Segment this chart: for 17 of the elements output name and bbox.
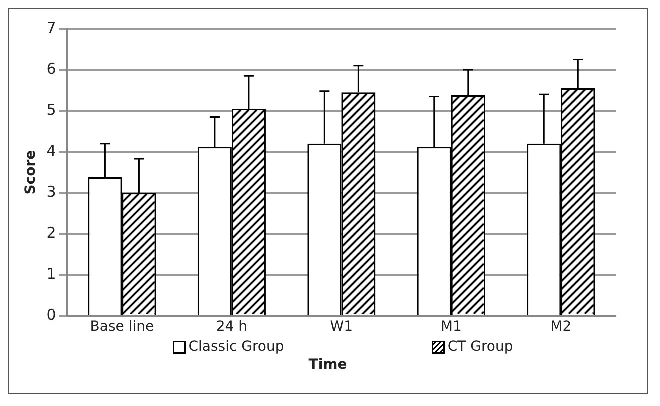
x-tick-label: M2 <box>550 319 572 336</box>
y-tick-label: 4 <box>46 142 56 160</box>
x-tick-label: W1 <box>330 319 354 336</box>
y-tick-label: 0 <box>46 306 56 324</box>
x-tick-label: M1 <box>440 319 462 336</box>
x-tick-label: 24 h <box>216 319 248 336</box>
legend-label: CT Group <box>448 339 514 355</box>
y-tick-label: 1 <box>46 265 56 284</box>
y-tick-label: 2 <box>46 224 56 242</box>
x-axis-title: Time <box>308 357 348 373</box>
y-tick-label: 3 <box>46 183 56 202</box>
y-axis-title: Score <box>23 150 40 195</box>
y-tick-label: 7 <box>46 18 56 37</box>
y-tick-label: 5 <box>46 100 56 119</box>
y-tick-label: 6 <box>46 60 56 78</box>
x-tick-label: Base line <box>90 319 154 336</box>
legend-label: Classic Group <box>188 339 284 355</box>
